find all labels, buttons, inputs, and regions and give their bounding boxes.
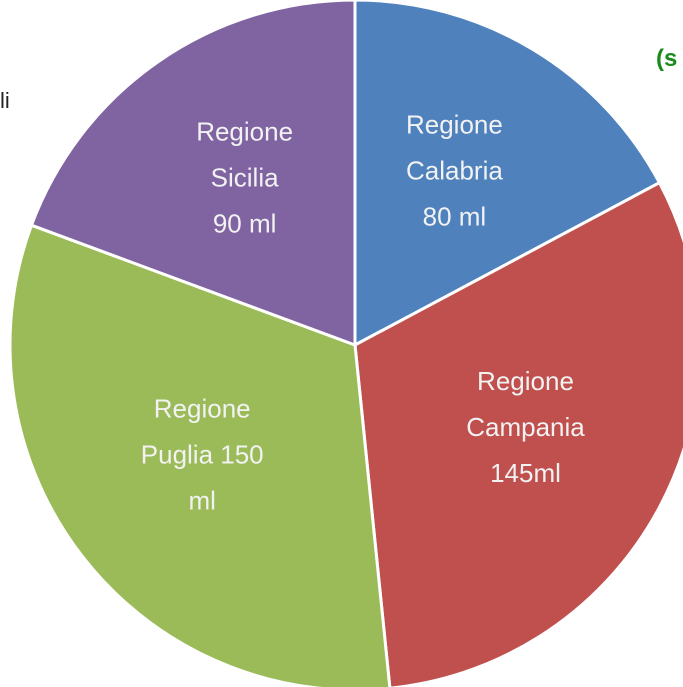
data-label: Regione Sicilia 90 ml bbox=[196, 116, 293, 238]
data-label-line: 90 ml bbox=[213, 208, 277, 238]
pie-slice bbox=[353, 180, 683, 687]
data-label-line: Campania bbox=[466, 412, 585, 442]
data-label-line: Calabria bbox=[406, 155, 503, 185]
data-label-line: Regione bbox=[196, 116, 293, 146]
data-label-line: Regione bbox=[154, 393, 251, 423]
data-label-line: 145ml bbox=[490, 458, 561, 488]
pie-slice bbox=[8, 223, 392, 687]
pie-slice bbox=[353, 0, 662, 348]
data-label-line: Puglia 150 bbox=[141, 439, 264, 469]
annotation: li bbox=[0, 88, 10, 113]
data-label-line: ml bbox=[189, 485, 216, 515]
data-label: Regione Puglia 150 ml bbox=[141, 393, 264, 515]
data-label: Regione Campania 145ml bbox=[466, 366, 585, 488]
data-label-line: Regione bbox=[406, 109, 503, 139]
data-label-line: 80 ml bbox=[423, 201, 487, 231]
data-label-line: Regione bbox=[477, 366, 574, 396]
pie-slice bbox=[29, 0, 357, 348]
annotation: (s bbox=[656, 45, 677, 72]
data-label-line: Sicilia bbox=[211, 162, 279, 192]
data-label: Regione Calabria 80 ml bbox=[406, 109, 503, 231]
